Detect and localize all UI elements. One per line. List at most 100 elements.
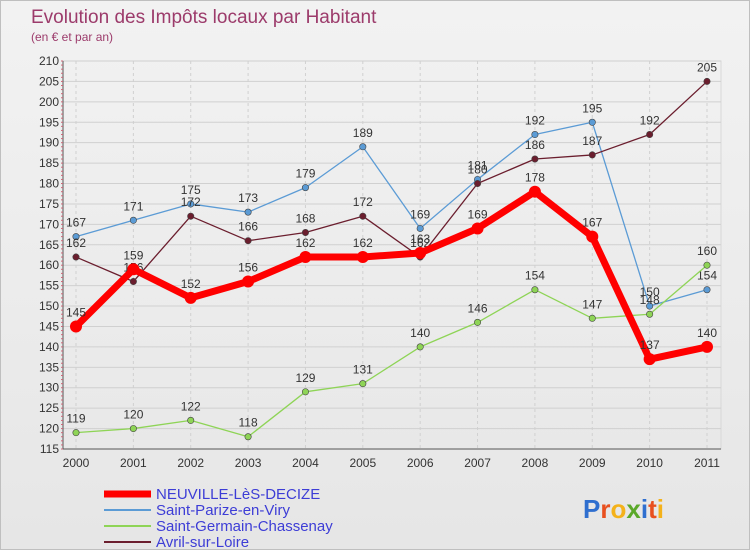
- proxiti-logo-text: Proxiti: [583, 494, 664, 524]
- data-label: 178: [525, 171, 545, 185]
- data-point: [531, 286, 539, 294]
- data-label: 160: [697, 244, 717, 258]
- data-label: 150: [640, 285, 660, 299]
- x-tick-label: 2007: [464, 456, 491, 470]
- data-label: 162: [66, 236, 86, 250]
- logo-letter: i: [657, 494, 664, 524]
- y-tick-label: 195: [39, 115, 59, 129]
- data-label: 166: [238, 220, 258, 234]
- y-tick-label: 180: [39, 177, 59, 191]
- data-label: 131: [353, 363, 373, 377]
- x-tick-label: 2004: [292, 456, 319, 470]
- x-tick-label: 2000: [63, 456, 90, 470]
- data-point: [703, 286, 711, 294]
- data-point: [414, 246, 427, 259]
- data-label: 173: [238, 191, 258, 205]
- y-tick-label: 155: [39, 279, 59, 293]
- data-label: 154: [697, 269, 717, 283]
- data-label: 172: [353, 195, 373, 209]
- y-tick-label: 175: [39, 197, 59, 211]
- chart-subtitle: (en € et par an): [31, 30, 113, 44]
- y-tick-label: 145: [39, 319, 59, 333]
- y-tick-label: 140: [39, 340, 59, 354]
- data-label: 137: [640, 338, 660, 352]
- data-point: [127, 263, 140, 276]
- data-label: 187: [582, 134, 602, 148]
- data-point: [187, 200, 195, 208]
- data-point: [301, 229, 309, 237]
- data-label: 122: [181, 399, 201, 413]
- data-label: 146: [468, 301, 488, 315]
- data-point: [588, 118, 596, 126]
- data-point: [643, 353, 656, 366]
- x-tick-label: 2006: [407, 456, 434, 470]
- data-point: [588, 151, 596, 159]
- series-line: [75, 80, 708, 283]
- data-label: 162: [410, 236, 430, 250]
- logo-letter: o: [610, 494, 626, 524]
- data-point: [187, 212, 195, 220]
- legend-label: Saint-Parize-en-Viry: [156, 502, 290, 519]
- x-tick-label: 2001: [120, 456, 147, 470]
- data-point: [129, 425, 137, 433]
- data-point: [242, 275, 255, 288]
- data-label: 195: [582, 101, 602, 115]
- data-point: [471, 222, 484, 235]
- data-point: [244, 208, 252, 216]
- y-tick-label: 190: [39, 136, 59, 150]
- data-point: [184, 291, 197, 304]
- data-label: 181: [468, 158, 488, 172]
- data-label: 186: [525, 138, 545, 152]
- axes: 1151201251301351401451501551601651701751…: [39, 54, 721, 470]
- y-tick-label: 165: [39, 238, 59, 252]
- legend-label: Avril-sur-Loire: [156, 534, 249, 551]
- legend-label: Saint-Germain-Chassenay: [156, 518, 333, 535]
- proxiti-logo: Proxiti: [583, 494, 664, 524]
- logo-letter: i: [641, 494, 648, 524]
- logo-letter: P: [583, 494, 600, 524]
- data-point: [531, 155, 539, 163]
- logo-letter: r: [600, 494, 610, 524]
- data-point: [701, 340, 713, 353]
- data-point: [528, 185, 541, 198]
- data-point: [416, 224, 424, 232]
- data-point: [187, 416, 195, 424]
- data-label: 159: [123, 248, 143, 262]
- x-tick-label: 2010: [636, 456, 663, 470]
- data-point: [416, 343, 424, 351]
- data-point: [474, 180, 482, 188]
- data-label: 140: [697, 326, 717, 340]
- y-tick-label: 200: [39, 95, 59, 109]
- y-tick-label: 135: [39, 360, 59, 374]
- data-point: [646, 302, 654, 310]
- chart-title: Evolution des Impôts locaux par Habitant: [31, 7, 377, 28]
- data-label: 172: [181, 195, 201, 209]
- x-tick-label: 2002: [177, 456, 204, 470]
- data-point: [586, 230, 599, 243]
- logo-letter: x: [626, 494, 641, 524]
- data-label: 120: [123, 408, 143, 422]
- data-label: 119: [66, 412, 85, 426]
- logo-letter: t: [648, 494, 657, 524]
- data-point: [244, 433, 252, 441]
- data-label: 169: [468, 207, 488, 221]
- data-point: [72, 233, 80, 241]
- data-point: [301, 388, 309, 396]
- x-tick-label: 2005: [349, 456, 376, 470]
- data-point: [646, 310, 654, 318]
- data-label: 169: [410, 207, 430, 221]
- data-label: 154: [525, 269, 545, 283]
- data-label: 168: [295, 212, 315, 226]
- data-point: [646, 131, 654, 139]
- y-tick-label: 115: [40, 442, 59, 456]
- series-line: [75, 121, 708, 307]
- data-point: [703, 261, 711, 269]
- data-point: [301, 184, 309, 192]
- data-point: [531, 131, 539, 139]
- y-tick-label: 185: [39, 156, 59, 170]
- data-label: 163: [410, 232, 430, 246]
- x-tick-label: 2003: [235, 456, 262, 470]
- data-label: 129: [295, 371, 315, 385]
